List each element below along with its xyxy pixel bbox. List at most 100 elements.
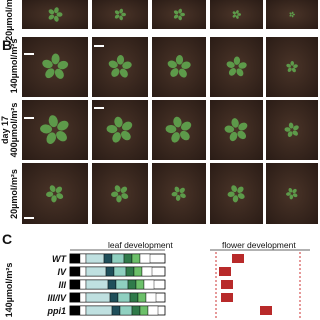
leaf	[173, 10, 179, 15]
leaf	[116, 55, 125, 65]
photo	[22, 100, 88, 160]
leaf	[178, 68, 187, 78]
bar-segment	[115, 279, 129, 290]
photo	[22, 37, 88, 97]
leaf	[237, 13, 241, 16]
leaf	[167, 60, 177, 69]
bar-segment	[85, 253, 105, 264]
bar-segment	[119, 305, 133, 316]
bar-segment	[113, 266, 127, 277]
bar-segment	[79, 279, 87, 290]
bar-segment	[69, 279, 81, 290]
leaf	[57, 120, 69, 131]
condition-label: 140µmol/m²s	[4, 263, 14, 318]
leaf	[121, 12, 126, 17]
leaf	[232, 14, 236, 18]
photo	[266, 37, 318, 97]
leaf	[171, 191, 178, 197]
leaf	[175, 194, 181, 201]
photo	[152, 100, 206, 160]
leaf	[165, 124, 177, 134]
leaf	[237, 130, 247, 140]
leaf	[287, 131, 293, 137]
bar-segment	[125, 266, 135, 277]
genotype-label: IV	[57, 267, 67, 277]
leaf	[180, 130, 190, 141]
leaf	[180, 193, 186, 199]
bar-segment	[123, 253, 133, 264]
leaf	[288, 187, 293, 193]
leaf	[293, 125, 299, 131]
column-header: leaf development	[108, 240, 173, 250]
flower-box	[221, 293, 233, 302]
bar-segment	[111, 253, 125, 264]
photo	[210, 100, 263, 160]
bar-segment	[133, 266, 143, 277]
leaf	[119, 8, 124, 14]
leaf	[116, 195, 122, 203]
bar-segment	[145, 292, 157, 303]
bar-segment	[105, 266, 115, 277]
row-label: 400µmol/m²s	[9, 103, 19, 158]
leaf	[173, 14, 179, 19]
photo	[266, 100, 318, 160]
leaf	[291, 67, 296, 73]
bar-segment	[85, 266, 107, 277]
genotype-label: III/IV	[47, 293, 67, 303]
leaf	[54, 68, 64, 79]
bar-segment	[69, 305, 81, 316]
bar-segment	[137, 292, 147, 303]
leaf	[119, 68, 128, 78]
bar-segment	[79, 292, 87, 303]
leaf	[48, 115, 58, 128]
leaf	[42, 59, 53, 69]
leaf	[40, 124, 53, 134]
bar-segment	[103, 253, 113, 264]
bar-segment	[79, 266, 87, 277]
bar-segment	[129, 292, 139, 303]
photo	[152, 37, 206, 97]
leaf	[235, 10, 239, 14]
leaf	[292, 130, 298, 136]
bar-segment	[139, 253, 151, 264]
leaf	[54, 7, 59, 14]
row-label: 20µmol/m²s	[4, 0, 14, 41]
leaf	[112, 132, 121, 143]
leaf	[237, 193, 245, 199]
leaf	[170, 68, 179, 77]
leaf	[46, 191, 54, 197]
leaf	[54, 15, 59, 22]
leaf	[293, 64, 298, 68]
photo	[22, 0, 88, 29]
bar-segment	[147, 305, 159, 316]
photo	[92, 0, 148, 29]
bar-segment	[85, 292, 111, 303]
photo	[152, 163, 206, 224]
leaf	[114, 116, 123, 128]
leaf	[122, 61, 132, 69]
flower-box	[232, 254, 244, 263]
leaf	[57, 60, 69, 70]
bar-segment	[139, 305, 149, 316]
leaf	[236, 68, 244, 77]
leaf	[111, 191, 119, 197]
leaf	[181, 121, 192, 131]
bar-segment	[141, 266, 153, 277]
leaf	[289, 194, 294, 200]
leaf	[45, 68, 55, 79]
leaf	[114, 14, 120, 19]
leaf	[56, 130, 67, 142]
bar-segment	[69, 253, 81, 264]
leaf	[292, 13, 295, 16]
leaf	[56, 193, 64, 199]
leaf	[51, 53, 60, 65]
bar-segment	[85, 279, 109, 290]
leaf	[180, 12, 186, 17]
leaf	[48, 14, 55, 20]
leaf	[228, 68, 237, 76]
leaf	[287, 67, 292, 72]
leaf	[227, 191, 235, 197]
leaf	[174, 186, 180, 193]
leaf	[286, 63, 291, 68]
